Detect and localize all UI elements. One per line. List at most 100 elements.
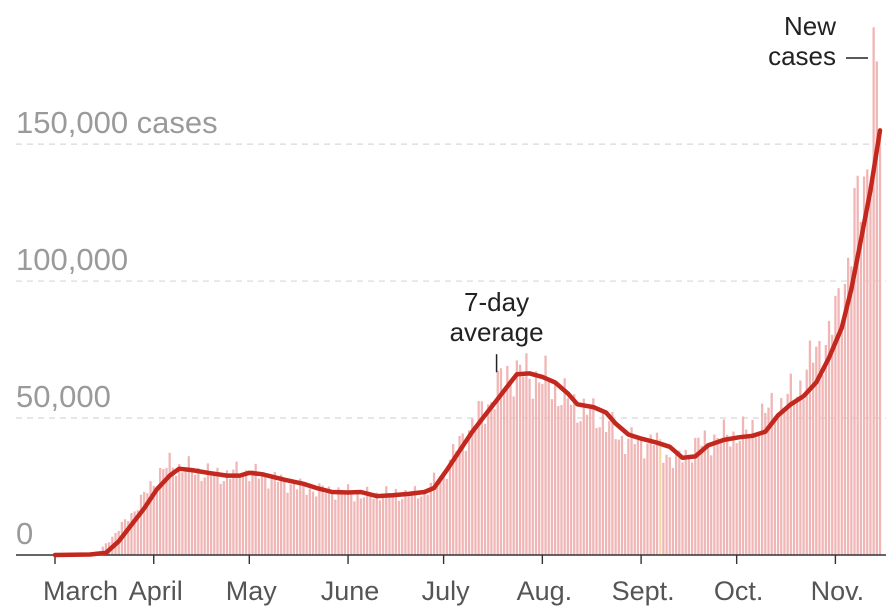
- daily-bar: [550, 399, 554, 555]
- daily-bar: [474, 426, 477, 555]
- daily-bar: [710, 455, 713, 555]
- daily-bar: [178, 463, 181, 555]
- daily-bar: [745, 429, 748, 555]
- daily-bar: [869, 185, 872, 556]
- daily-bar: [139, 494, 143, 555]
- daily-bar: [859, 222, 863, 555]
- daily-bar: [706, 443, 710, 555]
- daily-bar: [171, 467, 175, 555]
- daily-bar: [270, 477, 273, 555]
- y-axis-labels: 0 50,000 100,000 150,000 cases: [16, 105, 218, 551]
- y-tick-label-1: 50,000: [16, 379, 111, 414]
- daily-bar: [190, 469, 194, 555]
- daily-bar: [878, 129, 882, 555]
- daily-bar: [219, 483, 222, 555]
- daily-bar: [751, 419, 754, 555]
- daily-bar: [216, 467, 219, 555]
- daily-bar: [404, 490, 407, 555]
- daily-bar: [608, 421, 611, 555]
- daily-bar: [241, 475, 245, 555]
- daily-bar: [862, 176, 866, 555]
- daily-bar: [617, 439, 620, 555]
- daily-bar: [238, 477, 241, 555]
- daily-bar: [506, 365, 509, 555]
- daily-bar: [770, 392, 773, 555]
- daily-bar: [158, 467, 162, 555]
- daily-bar: [334, 499, 337, 555]
- daily-bar: [477, 400, 480, 555]
- daily-bar: [289, 484, 292, 555]
- daily-bar: [123, 519, 127, 555]
- daily-bar: [232, 469, 235, 555]
- daily-bar: [276, 481, 280, 555]
- daily-bar: [229, 478, 232, 555]
- daily-bar: [767, 407, 770, 555]
- daily-bar: [213, 472, 216, 555]
- daily-bar: [614, 439, 617, 555]
- daily-bar: [786, 393, 789, 555]
- daily-bar: [837, 288, 840, 555]
- daily-bar: [413, 486, 417, 555]
- daily-bar: [401, 499, 404, 555]
- daily-bar: [697, 437, 700, 555]
- daily-bar: [432, 472, 436, 555]
- daily-bar: [305, 494, 308, 555]
- x-tick-label-7: Oct.: [714, 576, 764, 606]
- daily-bar: [776, 418, 780, 555]
- daily-bar: [308, 488, 311, 555]
- daily-bar: [292, 482, 296, 555]
- daily-bar: [429, 482, 433, 555]
- daily-bar: [324, 493, 327, 555]
- daily-bar: [327, 486, 331, 555]
- daily-bar: [174, 475, 178, 555]
- daily-bar: [168, 452, 171, 555]
- daily-bar: [346, 484, 350, 555]
- daily-bar: [410, 491, 413, 555]
- daily-bar: [646, 443, 649, 555]
- daily-bar: [369, 494, 372, 555]
- daily-bar: [165, 468, 168, 555]
- x-tick-label-2: May: [226, 576, 278, 606]
- daily-bar: [515, 360, 519, 555]
- daily-bar: [741, 416, 745, 555]
- daily-bar: [531, 398, 534, 555]
- daily-bar: [690, 462, 694, 555]
- daily-bar: [576, 422, 579, 555]
- daily-bar: [471, 418, 474, 555]
- y-tick-label-0: 0: [16, 516, 33, 551]
- daily-bar: [152, 485, 155, 555]
- daily-bar: [850, 266, 853, 555]
- daily-bar: [773, 420, 777, 555]
- daily-bar: [764, 413, 767, 555]
- daily-bar: [518, 364, 522, 555]
- daily-bar: [299, 478, 302, 555]
- daily-bar: [643, 458, 646, 555]
- daily-bar: [480, 401, 483, 555]
- daily-bar: [659, 439, 662, 555]
- y-tick-label-3: 150,000 cases: [16, 105, 218, 140]
- daily-bar: [385, 486, 388, 555]
- daily-bar: [130, 513, 133, 555]
- daily-bar: [818, 340, 821, 555]
- daily-bar: [420, 496, 423, 555]
- daily-bar: [394, 488, 397, 555]
- daily-bar: [340, 489, 343, 555]
- daily-bar: [372, 498, 375, 555]
- daily-bar: [127, 520, 130, 555]
- daily-bar: [866, 169, 869, 555]
- daily-bar: [754, 437, 757, 555]
- daily-bar: [458, 435, 461, 555]
- daily-bar: [700, 445, 703, 555]
- daily-bar: [780, 398, 783, 555]
- daily-bar: [652, 445, 655, 555]
- daily-bar: [748, 435, 751, 555]
- daily-bar: [375, 492, 378, 555]
- daily-bar: [416, 498, 420, 555]
- daily-bar: [735, 443, 738, 555]
- y-tick-label-2: 100,000: [16, 242, 128, 277]
- x-tick-label-6: Sept.: [612, 576, 675, 606]
- daily-bar: [674, 452, 678, 555]
- daily-bar: [843, 283, 847, 555]
- average-annotation-label: 7-day: [464, 287, 529, 317]
- daily-bar: [311, 491, 315, 555]
